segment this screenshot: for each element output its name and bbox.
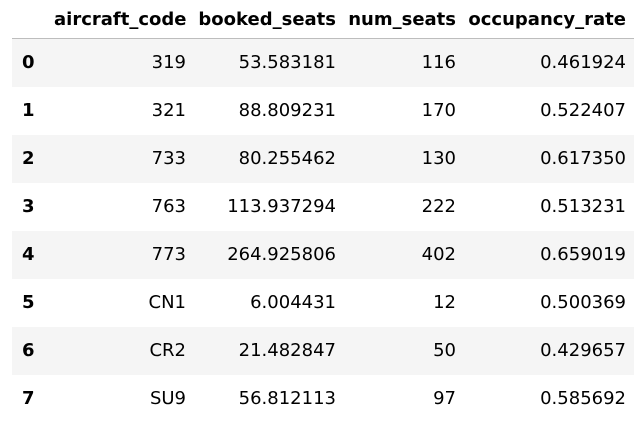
row-index: 6 <box>22 340 35 361</box>
cell-occupancy-rate: 0.585692 <box>540 388 626 409</box>
cell-aircraft-code: 321 <box>151 100 186 121</box>
row-index: 4 <box>22 244 35 265</box>
cell-num-seats: 97 <box>433 388 456 409</box>
cell-aircraft-code: 773 <box>151 244 186 265</box>
cell-booked-seats: 80.255462 <box>238 148 336 169</box>
table-row: 0 319 53.583181 116 0.461924 <box>12 38 634 87</box>
cell-occupancy-rate: 0.617350 <box>540 148 626 169</box>
cell-aircraft-code: 733 <box>151 148 186 169</box>
table-body: 0 319 53.583181 116 0.461924 1 321 88.80… <box>12 38 634 423</box>
cell-booked-seats: 53.583181 <box>238 52 336 74</box>
cell-aircraft-code: SU9 <box>149 388 186 409</box>
cell-num-seats: 130 <box>421 148 456 169</box>
cell-aircraft-code: 319 <box>151 52 186 74</box>
row-index: 5 <box>22 292 35 313</box>
table-row: 1 321 88.809231 170 0.522407 <box>12 86 634 135</box>
table-row: 3 763 113.937294 222 0.513231 <box>12 182 634 231</box>
cell-occupancy-rate: 0.461924 <box>540 52 626 74</box>
cell-aircraft-code: CN1 <box>148 292 187 313</box>
dataframe-table: aircraft_code booked_seats num_seats occ… <box>12 0 634 423</box>
cell-occupancy-rate: 0.429657 <box>540 340 626 361</box>
table-row: 5 CN1 6.004431 12 0.500369 <box>12 278 634 327</box>
cell-occupancy-rate: 0.513231 <box>540 196 626 217</box>
row-index: 1 <box>22 100 35 121</box>
row-index: 7 <box>22 388 35 409</box>
cell-num-seats: 170 <box>421 100 456 121</box>
table-row: 2 733 80.255462 130 0.617350 <box>12 134 634 183</box>
column-header-num-seats: num_seats <box>344 0 464 39</box>
cell-booked-seats: 56.812113 <box>238 388 336 409</box>
table-row: 6 CR2 21.482847 50 0.429657 <box>12 326 634 375</box>
cell-occupancy-rate: 0.659019 <box>540 244 626 265</box>
cell-booked-seats: 21.482847 <box>238 340 336 361</box>
column-header-booked-seats: booked_seats <box>194 0 344 39</box>
cell-num-seats: 12 <box>433 292 456 313</box>
cell-booked-seats: 113.937294 <box>227 196 336 217</box>
cell-aircraft-code: 763 <box>151 196 186 217</box>
cell-booked-seats: 6.004431 <box>250 292 336 313</box>
cell-num-seats: 222 <box>421 196 456 217</box>
header-row: aircraft_code booked_seats num_seats occ… <box>12 0 634 39</box>
cell-num-seats: 402 <box>421 244 456 265</box>
row-index: 3 <box>22 196 35 217</box>
cell-booked-seats: 88.809231 <box>238 100 336 121</box>
table-row: 7 SU9 56.812113 97 0.585692 <box>12 374 634 423</box>
row-index: 2 <box>22 148 35 169</box>
cell-num-seats: 50 <box>433 340 456 361</box>
table-row: 4 773 264.925806 402 0.659019 <box>12 230 634 279</box>
index-header <box>12 0 54 39</box>
column-header-occupancy-rate: occupancy_rate <box>464 0 634 39</box>
column-header-aircraft-code: aircraft_code <box>54 0 194 39</box>
cell-occupancy-rate: 0.500369 <box>540 292 626 313</box>
cell-aircraft-code: CR2 <box>149 340 186 361</box>
cell-booked-seats: 264.925806 <box>227 244 336 265</box>
cell-occupancy-rate: 0.522407 <box>540 100 626 121</box>
row-index: 0 <box>22 52 35 74</box>
cell-num-seats: 116 <box>421 52 456 74</box>
